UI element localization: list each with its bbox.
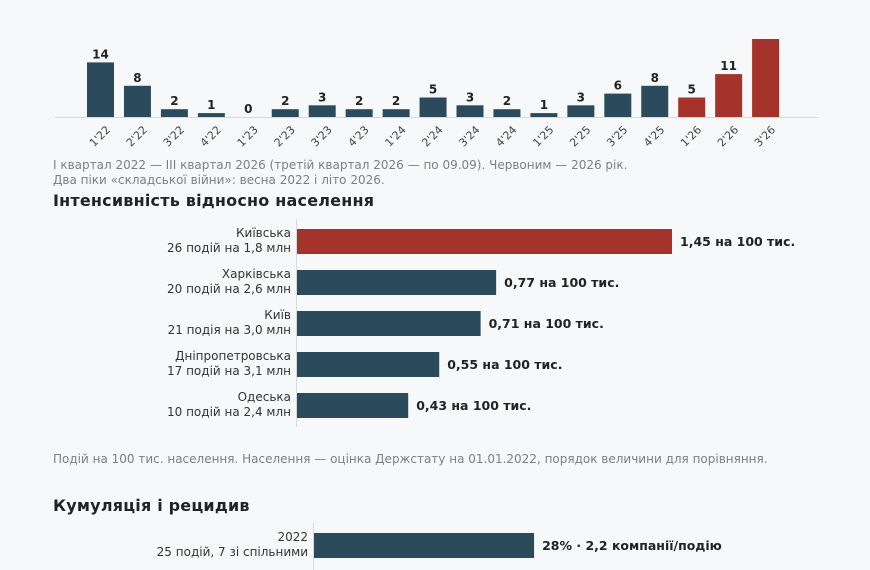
category-label: Одеська xyxy=(238,390,291,404)
quarterly-note-line-1: I квартал 2022 — III квартал 2026 (треті… xyxy=(53,158,628,172)
bar-value-label: 0,55 на 100 тис. xyxy=(447,357,562,372)
x-tick-label: 3'23 xyxy=(309,123,335,149)
bar-value-label: 3 xyxy=(466,90,474,104)
bar-Київ xyxy=(297,311,481,336)
bar-value-label: 0,43 на 100 тис. xyxy=(416,398,531,413)
bar-value-label: 1,45 на 100 тис. xyxy=(680,234,795,249)
bar-3'22 xyxy=(160,109,188,117)
category-label: Київ xyxy=(264,308,291,322)
bar-Київська xyxy=(297,229,672,254)
category-label: Харківська xyxy=(222,267,291,281)
bar-value-label: 2 xyxy=(281,94,289,108)
x-tick-label: 3'25 xyxy=(604,123,630,149)
quarterly-note-line-2: Два піки «складської війни»: весна 2022 … xyxy=(53,173,385,187)
bar-2'26 xyxy=(715,74,743,117)
bar-Дніпропетровська xyxy=(297,352,440,377)
bar-3'23 xyxy=(308,105,336,117)
x-tick-label: 2'22 xyxy=(124,123,150,149)
bar-Одеська xyxy=(297,393,409,418)
bar-1'25 xyxy=(530,113,558,117)
bar-value-label: 2 xyxy=(503,94,511,108)
x-tick-label: 1'26 xyxy=(678,123,704,149)
bar-value-label: 0 xyxy=(244,102,252,116)
category-sublabel: 10 подій на 2,4 млн xyxy=(167,405,291,419)
bar-2'24 xyxy=(419,97,447,117)
x-tick-label: 4'22 xyxy=(198,123,224,149)
category-sublabel: 17 подій на 3,1 млн xyxy=(167,364,291,378)
bar-value-label: 11 xyxy=(720,59,737,73)
x-tick-label: 2'24 xyxy=(419,123,445,149)
bar-2'23 xyxy=(271,109,299,117)
bar-value-label: 6 xyxy=(614,79,622,93)
category-sublabel: 20 подій на 2,6 млн xyxy=(167,282,291,296)
bar-value-label: 3 xyxy=(318,90,326,104)
bar-value-label: 5 xyxy=(429,83,437,97)
category-label: 2022 xyxy=(277,530,308,544)
bar-value-label: 1 xyxy=(207,98,215,112)
bar-4'25 xyxy=(641,85,669,117)
bar-1'26 xyxy=(678,97,706,117)
bar-value-label: 8 xyxy=(133,71,141,85)
intensity-note: Подій на 100 тис. населення. Населення —… xyxy=(53,452,768,466)
x-tick-label: 4'25 xyxy=(641,123,667,149)
x-tick-label: 4'24 xyxy=(493,123,519,149)
bar-value-label: 0,77 на 100 тис. xyxy=(504,275,619,290)
x-tick-label: 2'25 xyxy=(567,123,593,149)
bar-1'22 xyxy=(87,62,114,117)
bar-4'22 xyxy=(197,113,225,117)
category-sublabel: 26 подій на 1,8 млн xyxy=(167,241,291,255)
x-tick-label: 3'26 xyxy=(752,123,778,149)
bar-4'24 xyxy=(493,109,521,117)
bar-3'25 xyxy=(604,93,632,117)
x-tick-label: 2'26 xyxy=(715,123,741,149)
category-label: Дніпропетровська xyxy=(175,349,291,363)
bar-Харківська xyxy=(297,270,497,295)
x-tick-label: 1'24 xyxy=(382,123,408,149)
x-tick-label: 1'22 xyxy=(87,123,113,149)
x-tick-label: 3'24 xyxy=(456,123,482,149)
bar-value-label: 1 xyxy=(540,98,548,112)
bar-value-label: 2 xyxy=(392,94,400,108)
x-tick-label: 4'23 xyxy=(346,123,372,149)
bar-4'23 xyxy=(345,109,373,117)
bar-value-label: 2 xyxy=(170,94,178,108)
bar-2'25 xyxy=(567,105,595,117)
bar-2'22 xyxy=(123,85,151,117)
x-tick-label: 1'23 xyxy=(235,123,261,149)
bar-value-label: 8 xyxy=(651,71,659,85)
category-label: Київська xyxy=(236,226,291,240)
bar-3'26 xyxy=(752,39,780,117)
quarterly-events-bar-chart: 14 1'22 8 2'22 2 3'22 1 4'22 0 1'23 2 2'23 3 3'23 2 4'2… xyxy=(55,39,818,150)
x-tick-label: 2'23 xyxy=(272,123,298,149)
intensity-heading: Інтенсивність відносно населення xyxy=(53,191,375,210)
category-sublabel: 25 подій, 7 зі спільними xyxy=(157,545,308,559)
x-tick-label: 1'25 xyxy=(530,123,556,149)
bar-3'24 xyxy=(456,105,484,117)
x-tick-label: 3'22 xyxy=(161,123,187,149)
bar-value-label: 2 xyxy=(355,94,363,108)
category-sublabel: 21 подія на 3,0 млн xyxy=(168,323,291,337)
bar-value-label: 5 xyxy=(688,83,696,97)
bar-value-label: 0,71 на 100 тис. xyxy=(489,316,604,331)
bar-value-label: 14 xyxy=(92,47,109,61)
bar-value-label: 28% · 2,2 компанії/подію xyxy=(542,538,722,553)
cumulation-heading: Кумуляція і рецидив xyxy=(53,496,250,515)
bar-value-label: 3 xyxy=(577,90,585,104)
bar-1'24 xyxy=(382,109,410,117)
bar-2022 xyxy=(314,533,535,558)
